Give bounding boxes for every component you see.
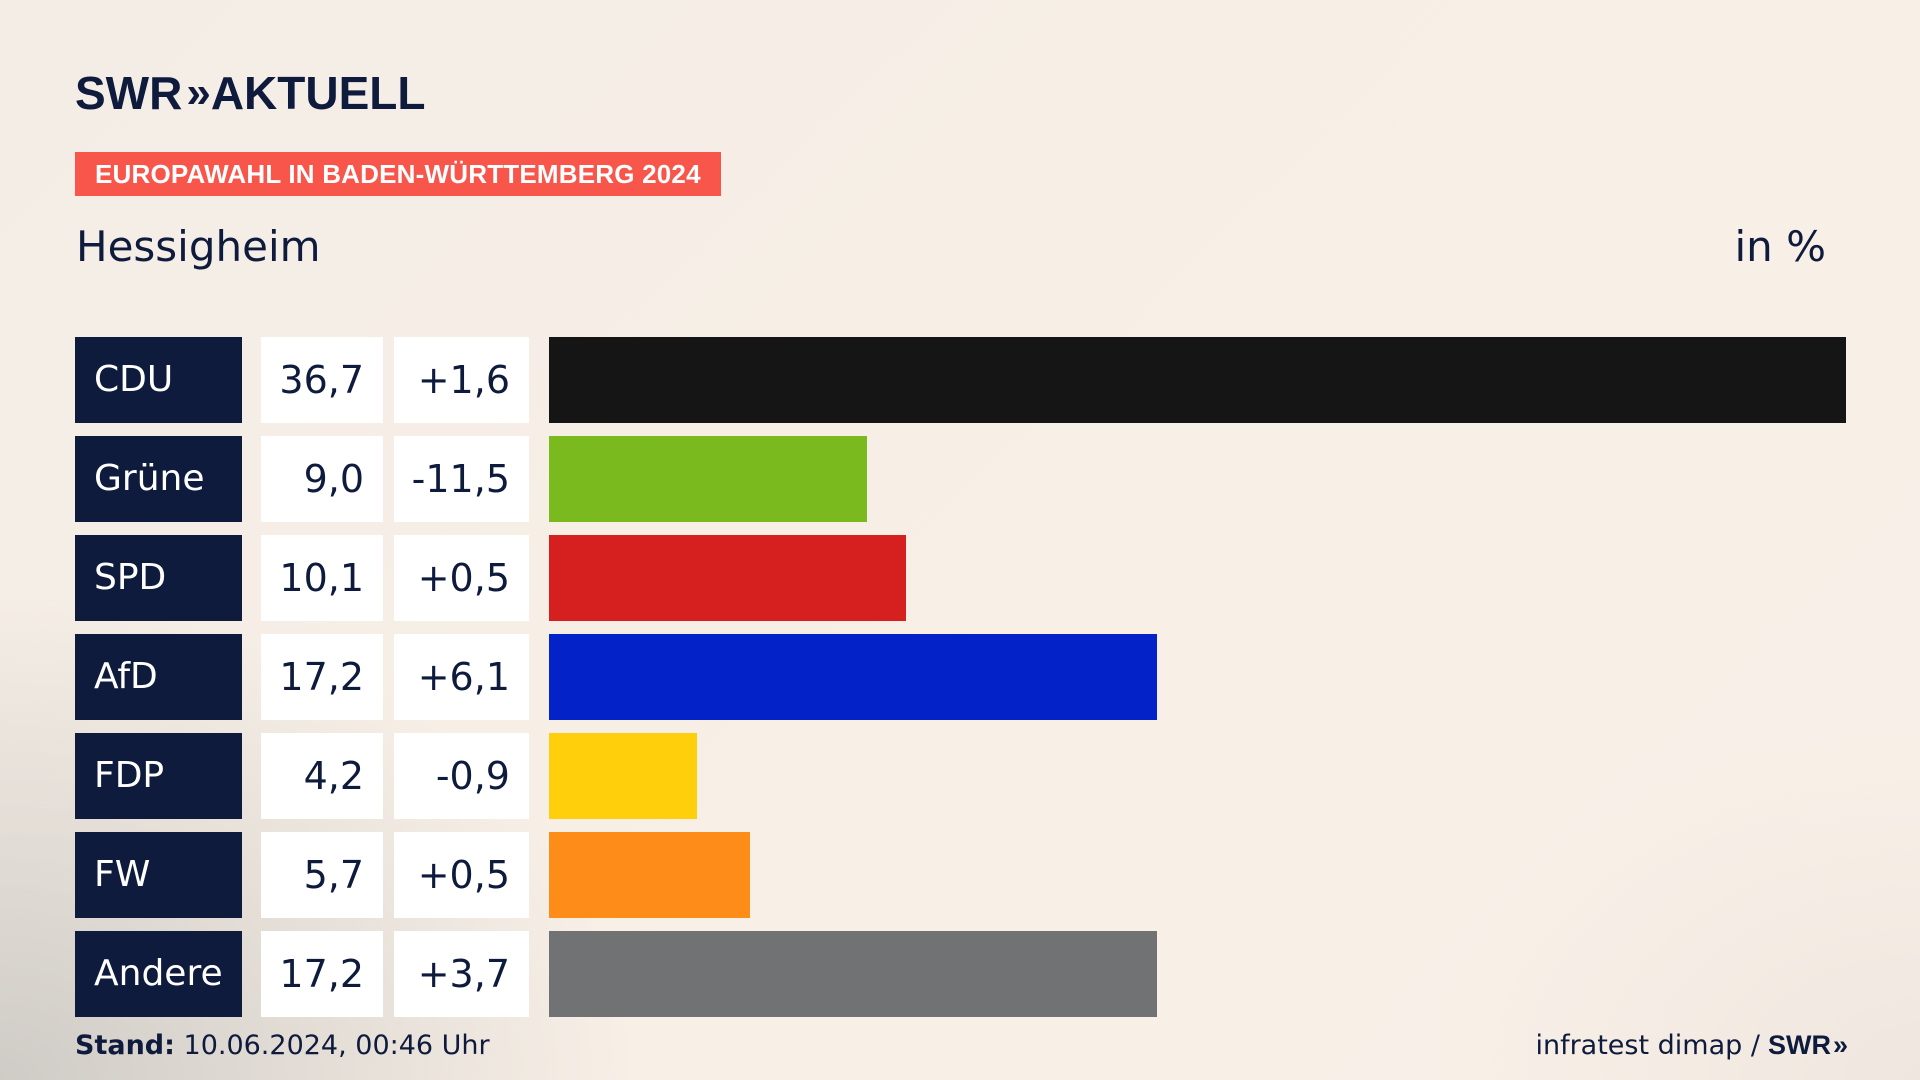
result-row: Grüne 9,0 -11,5 — [75, 436, 1845, 522]
vote-share-value: 4,2 — [261, 733, 383, 819]
vote-share-value: 10,1 — [261, 535, 383, 621]
bar-fw — [549, 832, 750, 918]
result-row: Andere 17,2 +3,7 — [75, 931, 1845, 1017]
result-row: SPD 10,1 +0,5 — [75, 535, 1845, 621]
swr-mini-text: SWR — [1767, 1030, 1831, 1060]
vote-change-value: +0,5 — [394, 832, 529, 918]
vote-share-value: 9,0 — [261, 436, 383, 522]
vote-change-value: -11,5 — [394, 436, 529, 522]
party-label: FDP — [75, 733, 242, 819]
bar-cdu — [549, 337, 1846, 423]
party-label: CDU — [75, 337, 242, 423]
party-label: AfD — [75, 634, 242, 720]
bar-spd — [549, 535, 906, 621]
stand-label: Stand: — [75, 1030, 175, 1061]
logo-swr-text: SWR — [75, 67, 183, 119]
party-label: Andere — [75, 931, 242, 1017]
bar-gr-ne — [549, 436, 867, 522]
vote-change-value: +6,1 — [394, 634, 529, 720]
vote-share-value: 17,2 — [261, 634, 383, 720]
bar-afd — [549, 634, 1157, 720]
election-tag: EUROPAWAHL IN BADEN-WÜRTTEMBERG 2024 — [75, 152, 721, 196]
result-row: AfD 17,2 +6,1 — [75, 634, 1845, 720]
stand-value: 10.06.2024, 00:46 Uhr — [183, 1030, 490, 1061]
result-row: CDU 36,7 +1,6 — [75, 337, 1846, 423]
vote-change-value: +3,7 — [394, 931, 529, 1017]
party-label: FW — [75, 832, 242, 918]
party-label: Grüne — [75, 436, 242, 522]
vote-share-value: 17,2 — [261, 931, 383, 1017]
vote-change-value: +1,6 — [394, 337, 529, 423]
swr-mini-logo: SWR» — [1767, 1030, 1848, 1061]
vote-change-value: -0,9 — [394, 733, 529, 819]
unit-label: in % — [1734, 222, 1826, 271]
swr-aktuell-logo: SWR » AKTUELL — [75, 66, 425, 120]
region-title: Hessigheim — [76, 222, 321, 271]
vote-change-value: +0,5 — [394, 535, 529, 621]
logo-suffix-text: AKTUELL — [210, 67, 426, 119]
vote-share-value: 36,7 — [261, 337, 383, 423]
source-credit: infratest dimap / SWR» — [1535, 1030, 1848, 1061]
vote-share-value: 5,7 — [261, 832, 383, 918]
timestamp: Stand: 10.06.2024, 00:46 Uhr — [75, 1030, 490, 1061]
result-row: FW 5,7 +0,5 — [75, 832, 1845, 918]
bar-fdp — [549, 733, 697, 819]
bar-andere — [549, 931, 1157, 1017]
result-row: FDP 4,2 -0,9 — [75, 733, 1845, 819]
party-label: SPD — [75, 535, 242, 621]
swr-mini-chevron-icon: » — [1832, 1030, 1848, 1060]
source-text: infratest dimap / — [1535, 1030, 1760, 1061]
logo-chevron-icon: » — [186, 68, 211, 117]
